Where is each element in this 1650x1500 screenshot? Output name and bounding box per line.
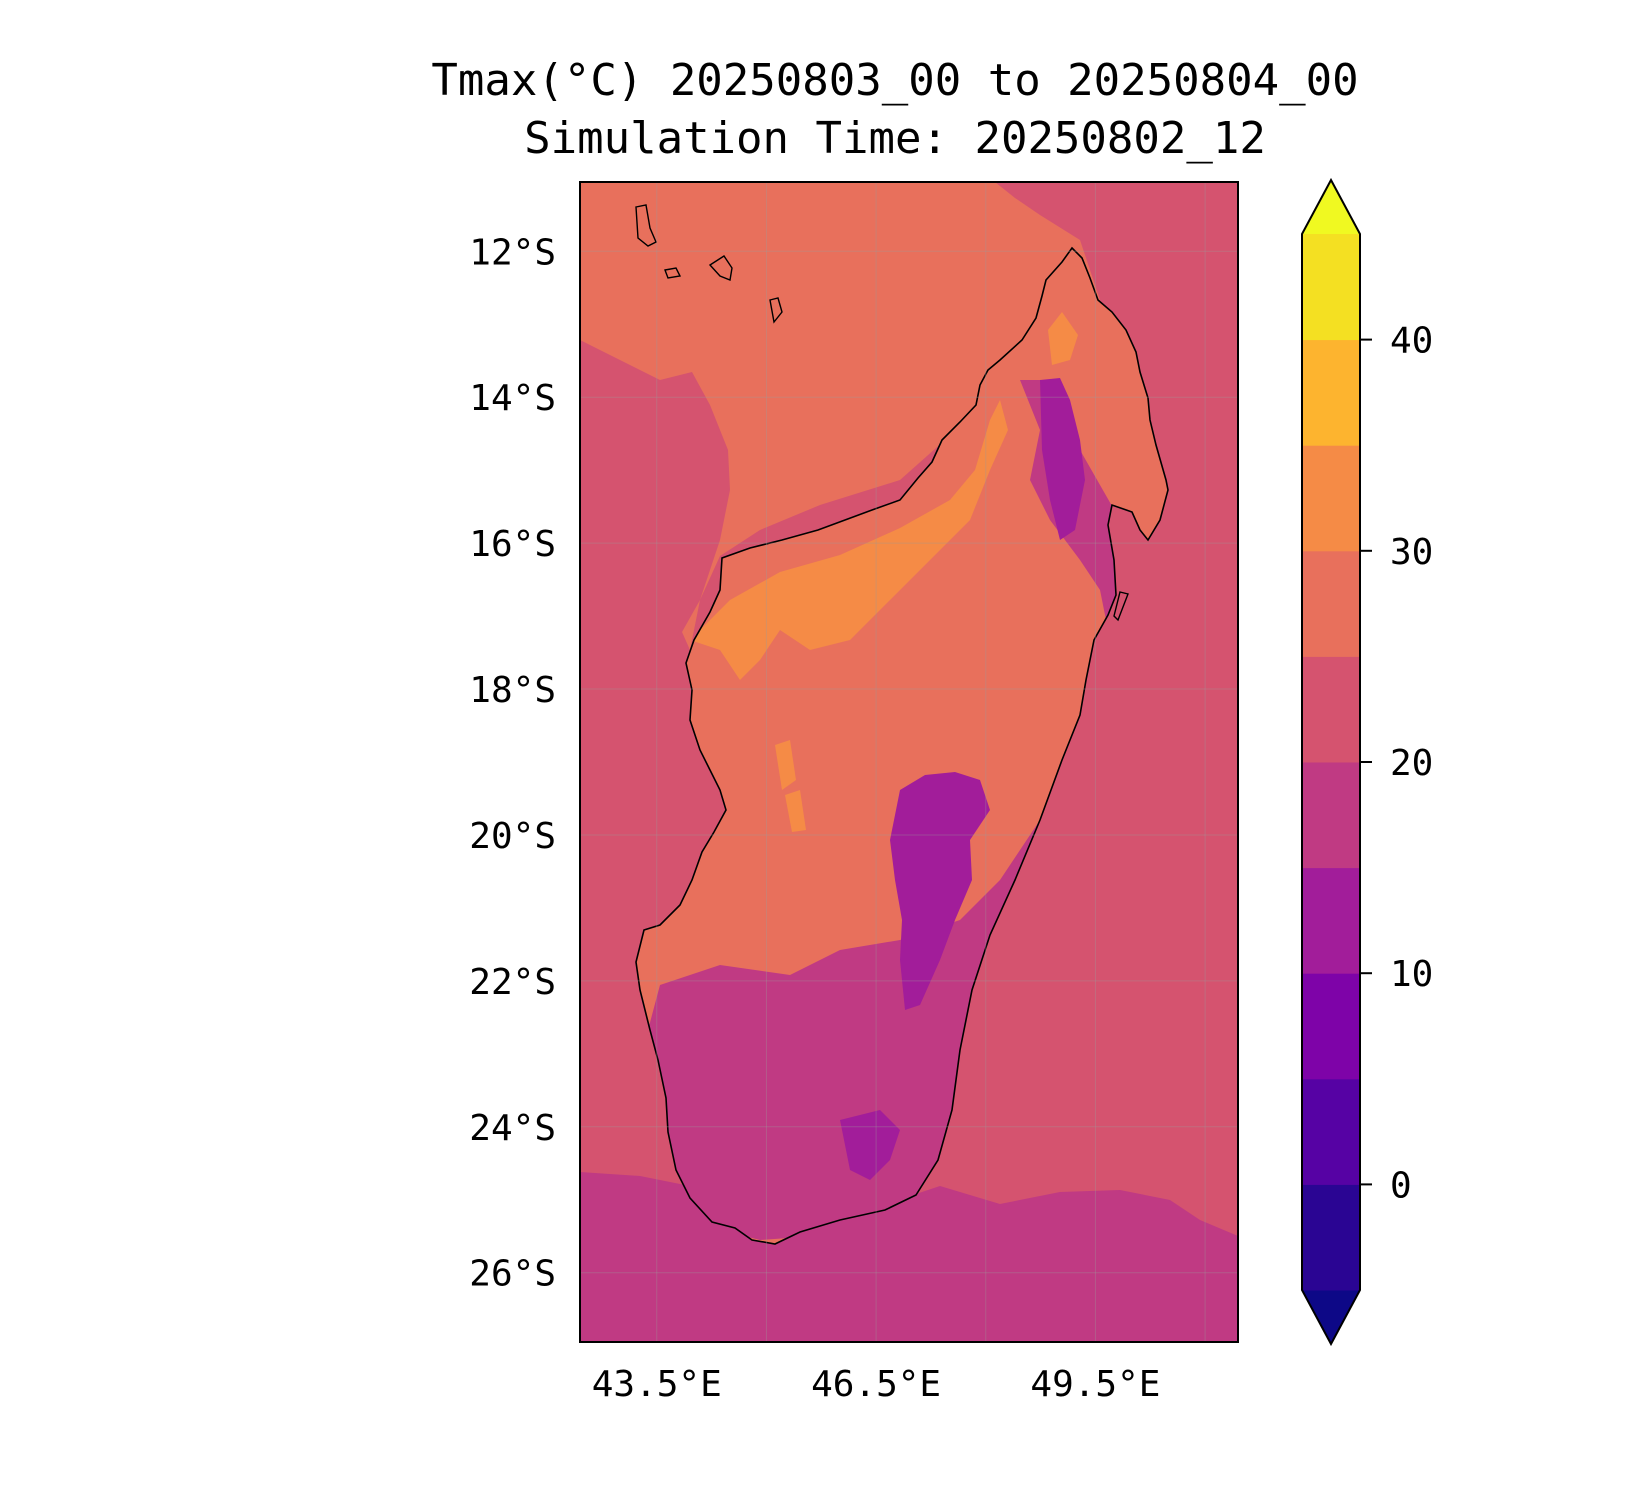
map-frame xyxy=(579,181,1239,1343)
colorbar-outline xyxy=(1301,177,1361,1347)
colorbar-bin xyxy=(1302,1078,1360,1185)
lat-tick-label: 14°S xyxy=(469,378,556,419)
colorbar-bin xyxy=(1302,867,1360,974)
lon-tick-label: 43.5°E xyxy=(592,1364,722,1405)
colorbar-bin xyxy=(1302,656,1360,763)
island-mayotte xyxy=(769,297,783,324)
lon-tick-label: 46.5°E xyxy=(811,1364,941,1405)
lat-tick-label: 18°S xyxy=(469,670,556,711)
map-plot-area xyxy=(580,182,1238,1342)
lat-tick-label: 26°S xyxy=(469,1254,556,1295)
lat-tick-label: 12°S xyxy=(469,232,556,273)
chart-title: Tmax(°C) 20250803_00 to 20250804_00 xyxy=(431,55,1359,106)
lat-tick-label: 16°S xyxy=(469,524,556,565)
colorbar-over-extension xyxy=(1302,180,1360,234)
island-comoros-2 xyxy=(708,255,733,281)
colorbar-bin xyxy=(1302,234,1360,341)
chart-subtitle: Simulation Time: 20250802_12 xyxy=(524,113,1266,164)
lon-tick-label: 49.5°E xyxy=(1030,1364,1160,1405)
lat-tick-label: 20°S xyxy=(469,816,556,857)
hot-belt-northtip xyxy=(1048,312,1078,365)
island-comoros-1 xyxy=(635,204,657,247)
cool-highlands xyxy=(890,772,990,1010)
colorbar-bin xyxy=(1302,762,1360,869)
lat-tick-label: 24°S xyxy=(469,1108,556,1149)
colorbar-bin xyxy=(1302,1184,1360,1291)
colorbar-bin xyxy=(1302,445,1360,552)
colorbar-bin xyxy=(1302,973,1360,1080)
cool-south-patch xyxy=(840,1110,900,1180)
gridlines xyxy=(580,182,1238,1342)
hot-patch-west-2 xyxy=(785,790,806,832)
colorbar-ticks: 0 10 20 30 40 xyxy=(1360,321,1433,1206)
colorbar-bin xyxy=(1302,550,1360,657)
cool-north-ridge xyxy=(1040,378,1085,540)
north-sea-fill xyxy=(580,182,1100,650)
island-comoros-3 xyxy=(664,267,682,279)
colorbar xyxy=(1301,177,1361,1347)
colorbar-tick-label: 20 xyxy=(1390,743,1433,784)
colorbar-tick-label: 10 xyxy=(1390,954,1433,995)
colorbar-tick-label: 40 xyxy=(1390,321,1433,362)
latitude-labels: 12°S 14°S 16°S 18°S 20°S 22°S 24°S 26°S xyxy=(469,232,556,1294)
longitude-labels: 43.5°E 46.5°E 49.5°E xyxy=(592,1364,1161,1405)
coastline xyxy=(635,246,1169,1245)
island-nosy-boraha xyxy=(1113,591,1129,622)
colorbar-tick-label: 30 xyxy=(1390,532,1433,573)
hot-patch-west xyxy=(775,740,796,790)
lat-tick-label: 22°S xyxy=(469,962,556,1003)
hot-belt-north xyxy=(690,400,1008,680)
colorbar-bin xyxy=(1302,339,1360,446)
colorbar-tick-label: 0 xyxy=(1390,1165,1412,1206)
colorbar-under-extension xyxy=(1302,1290,1360,1344)
